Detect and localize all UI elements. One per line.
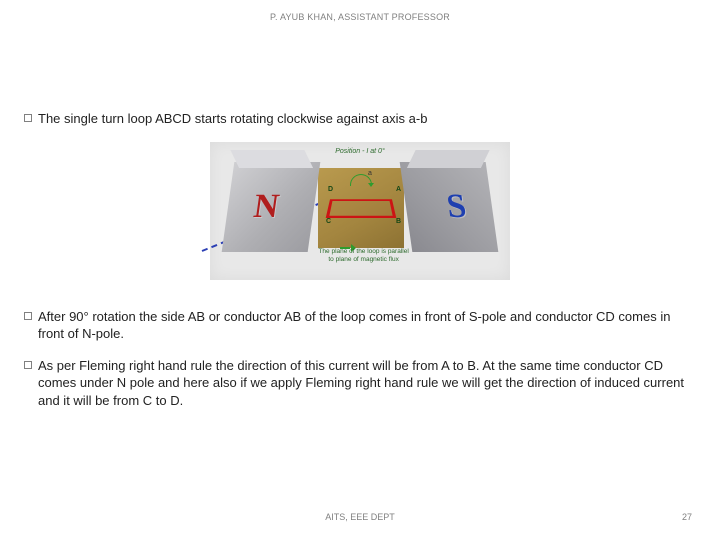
corner-c: C <box>326 218 331 225</box>
diagram-bottom-label-l1: The plane of the loop is parallel <box>318 248 408 255</box>
diagram-wrap: N S Position - I at 0° a A B C D The pla… <box>24 142 696 280</box>
bullet-2: After 90° rotation the side AB or conduc… <box>24 308 696 343</box>
bullet-icon <box>24 361 32 369</box>
south-pole-letter: S <box>444 188 468 226</box>
page-number: 27 <box>682 512 692 522</box>
corner-b: B <box>396 218 401 225</box>
conductor-loop <box>326 199 397 218</box>
bullet-icon <box>24 114 32 122</box>
bullet-text: The single turn loop ABCD starts rotatin… <box>38 110 427 128</box>
corner-d: D <box>328 186 333 193</box>
diagram-bottom-label: The plane of the loop is parallel to pla… <box>318 248 408 264</box>
bullet-icon <box>24 312 32 320</box>
north-pole-letter: N <box>251 188 281 226</box>
bullet-3: As per Fleming right hand rule the direc… <box>24 357 696 410</box>
north-pole: N <box>222 162 321 252</box>
axis-label-a: a <box>368 170 372 177</box>
corner-a: A <box>396 186 401 193</box>
slide-header: P. AYUB KHAN, ASSISTANT PROFESSOR <box>24 12 696 22</box>
diagram-top-label: Position - I at 0° <box>335 148 385 155</box>
south-pole: S <box>400 162 499 252</box>
bullet-text: After 90° rotation the side AB or conduc… <box>38 308 696 343</box>
slide-footer: AITS, EEE DEPT <box>0 512 720 522</box>
diagram-bottom-label-l2: to plane of magnetic flux <box>328 256 398 263</box>
generator-diagram: N S Position - I at 0° a A B C D The pla… <box>210 142 510 280</box>
slide: P. AYUB KHAN, ASSISTANT PROFESSOR The si… <box>0 0 720 540</box>
bullet-text: As per Fleming right hand rule the direc… <box>38 357 696 410</box>
bullet-1: The single turn loop ABCD starts rotatin… <box>24 110 696 128</box>
